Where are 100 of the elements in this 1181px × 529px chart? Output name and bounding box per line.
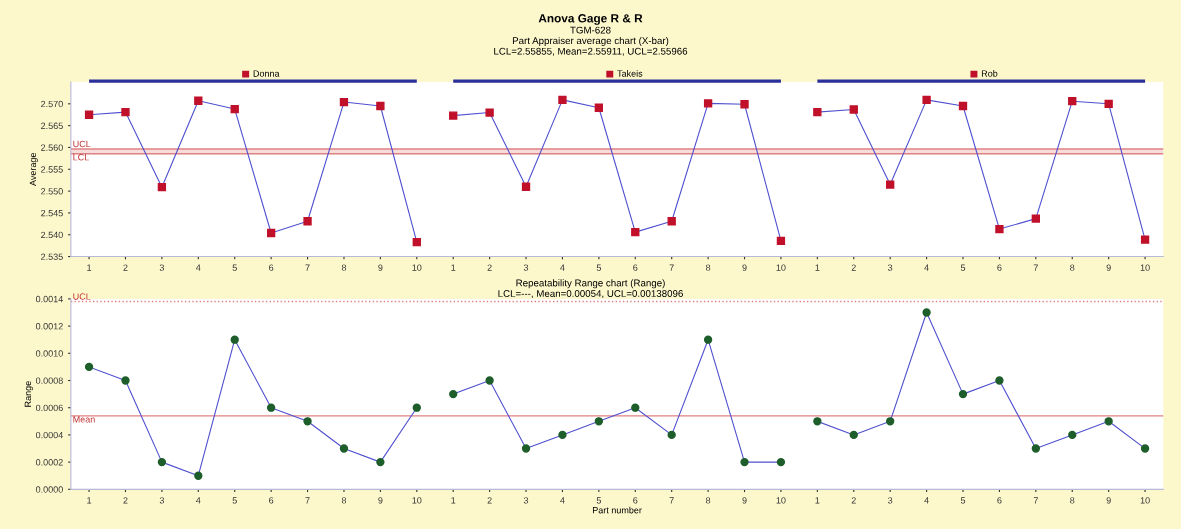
- point: [776, 236, 786, 246]
- point: [1104, 417, 1113, 426]
- point: [631, 403, 640, 412]
- x-tick-label: 3: [888, 497, 893, 504]
- x-tick-label: 10: [412, 264, 422, 271]
- x-tick-label: 1: [87, 497, 92, 504]
- point: [266, 228, 276, 238]
- x-tick-label: 3: [888, 264, 893, 271]
- point: [449, 111, 458, 120]
- x-tick-label: 4: [560, 264, 565, 271]
- x-tick-label: 10: [776, 264, 786, 271]
- x-tick-label: 8: [1070, 497, 1075, 504]
- point: [1031, 444, 1041, 453]
- x-tick-label: 10: [1140, 264, 1150, 271]
- x-tick-label: 5: [596, 264, 601, 271]
- chart-subtitle: LCL=2.55855, Mean=2.55911, UCL=2.55966: [494, 47, 688, 56]
- x-tick-label: 9: [1106, 264, 1111, 271]
- x-tick-label: 8: [705, 264, 711, 271]
- legend-label: Takeis: [617, 70, 643, 77]
- x-tick-label: 7: [1033, 497, 1038, 504]
- point: [230, 335, 239, 344]
- point: [922, 308, 931, 317]
- point: [558, 95, 567, 105]
- point: [631, 227, 640, 237]
- point: [84, 110, 94, 119]
- point: [84, 362, 94, 372]
- x-tick-label: 1: [815, 497, 820, 504]
- y-tick-label: 2.535: [41, 253, 63, 260]
- x-tick-label: 6: [633, 264, 638, 271]
- point: [740, 100, 749, 109]
- point: [485, 108, 494, 117]
- x-tick-label: 1: [451, 497, 456, 504]
- y-tick-label: 0.0012: [35, 323, 63, 330]
- ref-line-label: UCL: [73, 140, 91, 148]
- point: [376, 101, 385, 111]
- point: [449, 389, 458, 399]
- x-tick-label: 4: [924, 264, 929, 271]
- point: [521, 444, 531, 453]
- y-axis-title: Range: [24, 381, 33, 407]
- x-tick-label: 2: [123, 264, 128, 271]
- point: [1140, 235, 1150, 244]
- x-tick-label: 9: [378, 264, 383, 271]
- y-tick-label: 2.560: [41, 144, 63, 151]
- y-tick-label: 0.0000: [35, 486, 63, 493]
- x-tick-label: 6: [633, 497, 638, 504]
- point: [194, 471, 203, 480]
- ref-line-label: Mean: [73, 416, 95, 423]
- point: [922, 95, 931, 105]
- y-tick-label: 2.555: [41, 166, 63, 173]
- point: [1031, 214, 1041, 223]
- y-tick-label: 2.550: [41, 188, 63, 195]
- point: [1104, 99, 1113, 108]
- point: [303, 217, 312, 226]
- x-tick-label: 4: [196, 497, 201, 504]
- point: [230, 104, 239, 114]
- point: [995, 224, 1004, 234]
- x-tick-label: 8: [341, 497, 347, 504]
- point: [412, 403, 421, 412]
- chart-subtitle: LCL=---, Mean=0.00054, UCL=0.00138096: [498, 290, 683, 299]
- x-tick-label: 8: [1070, 264, 1075, 271]
- x-tick-label: 9: [742, 497, 747, 504]
- point: [303, 417, 312, 426]
- x-tick-label: 10: [1140, 497, 1150, 504]
- legend-label: Donna: [253, 70, 280, 77]
- x-tick-label: 3: [523, 497, 529, 504]
- x-tick-label: 5: [232, 264, 237, 271]
- x-tick-label: 3: [159, 497, 165, 504]
- x-tick-label: 1: [87, 264, 92, 271]
- y-tick-label: 2.565: [41, 122, 63, 129]
- point: [521, 182, 531, 191]
- y-axis-title: Average: [29, 152, 38, 186]
- x-tick-label: 1: [815, 264, 820, 271]
- point: [157, 457, 167, 467]
- point: [813, 417, 822, 426]
- x-tick-label: 10: [412, 497, 422, 504]
- x-tick-label: 7: [305, 497, 310, 504]
- x-tick-label: 9: [742, 264, 747, 271]
- text: TGM-628: [570, 26, 611, 34]
- x-tick-label: 5: [960, 264, 966, 271]
- point: [886, 417, 895, 426]
- x-tick-label: 2: [487, 264, 492, 271]
- point: [958, 389, 968, 399]
- x-tick-label: 5: [596, 497, 601, 504]
- point: [121, 376, 130, 385]
- point: [813, 107, 822, 117]
- ref-line-label: UCL: [73, 293, 91, 300]
- point: [1140, 444, 1150, 453]
- y-tick-label: 0.0014: [35, 295, 63, 303]
- point: [485, 376, 494, 385]
- x-tick-label: 9: [1106, 497, 1111, 504]
- point: [703, 99, 713, 108]
- point: [266, 403, 276, 412]
- x-tick-label: 5: [232, 497, 237, 504]
- x-tick-label: 6: [997, 264, 1002, 271]
- x-tick-label: 5: [960, 497, 966, 504]
- x-tick-label: 7: [305, 264, 310, 271]
- x-tick-label: 2: [123, 497, 128, 504]
- point: [121, 107, 130, 117]
- point: [958, 101, 968, 111]
- chart-title: Repeatability Range chart (Range): [516, 279, 665, 289]
